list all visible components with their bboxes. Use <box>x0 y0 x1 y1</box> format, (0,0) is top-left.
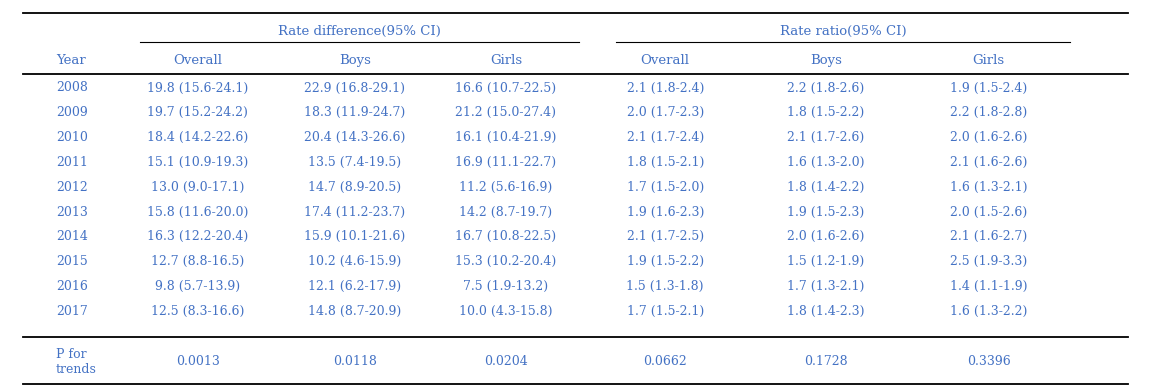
Text: 14.8 (8.7-20.9): 14.8 (8.7-20.9) <box>308 305 401 318</box>
Text: 12.7 (8.8-16.5): 12.7 (8.8-16.5) <box>151 255 244 268</box>
Text: 12.1 (6.2-17.9): 12.1 (6.2-17.9) <box>308 280 401 293</box>
Text: 1.6 (1.3-2.0): 1.6 (1.3-2.0) <box>787 156 864 169</box>
Text: 2010: 2010 <box>56 131 87 144</box>
Text: 2.1 (1.7-2.4): 2.1 (1.7-2.4) <box>627 131 704 144</box>
Text: 0.0013: 0.0013 <box>176 355 220 368</box>
Text: 15.1 (10.9-19.3): 15.1 (10.9-19.3) <box>147 156 249 169</box>
Text: 2014: 2014 <box>56 230 87 244</box>
Text: 19.8 (15.6-24.1): 19.8 (15.6-24.1) <box>147 81 249 95</box>
Text: 2012: 2012 <box>56 181 87 194</box>
Text: 2.1 (1.8-2.4): 2.1 (1.8-2.4) <box>627 81 704 95</box>
Text: 2.1 (1.7-2.6): 2.1 (1.7-2.6) <box>787 131 864 144</box>
Text: 0.0204: 0.0204 <box>484 355 528 368</box>
Text: 1.8 (1.5-2.1): 1.8 (1.5-2.1) <box>627 156 704 169</box>
Text: 2.0 (1.6-2.6): 2.0 (1.6-2.6) <box>950 131 1027 144</box>
Text: 17.4 (11.2-23.7): 17.4 (11.2-23.7) <box>305 206 405 219</box>
Text: 10.2 (4.6-15.9): 10.2 (4.6-15.9) <box>308 255 401 268</box>
Text: 2016: 2016 <box>56 280 87 293</box>
Text: 11.2 (5.6-16.9): 11.2 (5.6-16.9) <box>459 181 552 194</box>
Text: 0.1728: 0.1728 <box>804 355 848 368</box>
Text: Overall: Overall <box>641 54 690 67</box>
Text: 1.8 (1.5-2.2): 1.8 (1.5-2.2) <box>787 106 864 119</box>
Text: 13.5 (7.4-19.5): 13.5 (7.4-19.5) <box>308 156 401 169</box>
Text: 14.2 (8.7-19.7): 14.2 (8.7-19.7) <box>459 206 552 219</box>
Text: 0.0662: 0.0662 <box>643 355 687 368</box>
Text: 20.4 (14.3-26.6): 20.4 (14.3-26.6) <box>304 131 406 144</box>
Text: 15.3 (10.2-20.4): 15.3 (10.2-20.4) <box>455 255 557 268</box>
Text: Rate difference(95% CI): Rate difference(95% CI) <box>278 25 441 38</box>
Text: 16.3 (12.2-20.4): 16.3 (12.2-20.4) <box>147 230 249 244</box>
Text: 2.1 (1.6-2.7): 2.1 (1.6-2.7) <box>950 230 1027 244</box>
Text: 2.1 (1.7-2.5): 2.1 (1.7-2.5) <box>627 230 704 244</box>
Text: 1.5 (1.2-1.9): 1.5 (1.2-1.9) <box>787 255 864 268</box>
Text: 2.0 (1.7-2.3): 2.0 (1.7-2.3) <box>627 106 704 119</box>
Text: 2.5 (1.9-3.3): 2.5 (1.9-3.3) <box>950 255 1027 268</box>
Text: 1.8 (1.4-2.3): 1.8 (1.4-2.3) <box>787 305 864 318</box>
Text: 18.4 (14.2-22.6): 18.4 (14.2-22.6) <box>147 131 249 144</box>
Text: Girls: Girls <box>490 54 522 67</box>
Text: 1.5 (1.3-1.8): 1.5 (1.3-1.8) <box>627 280 704 293</box>
Text: 0.0118: 0.0118 <box>333 355 377 368</box>
Text: 2.2 (1.8-2.8): 2.2 (1.8-2.8) <box>950 106 1027 119</box>
Text: 1.9 (1.6-2.3): 1.9 (1.6-2.3) <box>627 206 704 219</box>
Text: 2015: 2015 <box>56 255 87 268</box>
Text: 2.0 (1.5-2.6): 2.0 (1.5-2.6) <box>950 206 1027 219</box>
Text: Girls: Girls <box>972 54 1005 67</box>
Text: 2.1 (1.6-2.6): 2.1 (1.6-2.6) <box>950 156 1027 169</box>
Text: 1.4 (1.1-1.9): 1.4 (1.1-1.9) <box>950 280 1027 293</box>
Text: Year: Year <box>56 54 86 67</box>
Text: 15.9 (10.1-21.6): 15.9 (10.1-21.6) <box>304 230 406 244</box>
Text: Overall: Overall <box>173 54 222 67</box>
Text: 16.1 (10.4-21.9): 16.1 (10.4-21.9) <box>455 131 557 144</box>
Text: 2009: 2009 <box>56 106 87 119</box>
Text: 2011: 2011 <box>56 156 87 169</box>
Text: 1.9 (1.5-2.4): 1.9 (1.5-2.4) <box>950 81 1027 95</box>
Text: 1.6 (1.3-2.2): 1.6 (1.3-2.2) <box>950 305 1027 318</box>
Text: 19.7 (15.2-24.2): 19.7 (15.2-24.2) <box>148 106 248 119</box>
Text: 7.5 (1.9-13.2): 7.5 (1.9-13.2) <box>463 280 549 293</box>
Text: 2013: 2013 <box>56 206 87 219</box>
Text: 16.9 (11.1-22.7): 16.9 (11.1-22.7) <box>456 156 556 169</box>
Text: 2.2 (1.8-2.6): 2.2 (1.8-2.6) <box>787 81 864 95</box>
Text: Boys: Boys <box>809 54 842 67</box>
Text: 1.7 (1.5-2.1): 1.7 (1.5-2.1) <box>627 305 704 318</box>
Text: 10.0 (4.3-15.8): 10.0 (4.3-15.8) <box>459 305 552 318</box>
Text: 0.3396: 0.3396 <box>966 355 1011 368</box>
Text: 9.8 (5.7-13.9): 9.8 (5.7-13.9) <box>155 280 241 293</box>
Text: 13.0 (9.0-17.1): 13.0 (9.0-17.1) <box>151 181 244 194</box>
Text: Rate ratio(95% CI): Rate ratio(95% CI) <box>780 25 906 38</box>
Text: 16.7 (10.8-22.5): 16.7 (10.8-22.5) <box>456 230 556 244</box>
Text: 1.6 (1.3-2.1): 1.6 (1.3-2.1) <box>950 181 1027 194</box>
Text: 1.9 (1.5-2.3): 1.9 (1.5-2.3) <box>787 206 864 219</box>
Text: Boys: Boys <box>338 54 371 67</box>
Text: 15.8 (11.6-20.0): 15.8 (11.6-20.0) <box>147 206 249 219</box>
Text: 14.7 (8.9-20.5): 14.7 (8.9-20.5) <box>308 181 401 194</box>
Text: 12.5 (8.3-16.6): 12.5 (8.3-16.6) <box>151 305 244 318</box>
Text: 1.8 (1.4-2.2): 1.8 (1.4-2.2) <box>787 181 864 194</box>
Text: 1.9 (1.5-2.2): 1.9 (1.5-2.2) <box>627 255 704 268</box>
Text: 22.9 (16.8-29.1): 22.9 (16.8-29.1) <box>305 81 405 95</box>
Text: 16.6 (10.7-22.5): 16.6 (10.7-22.5) <box>456 81 556 95</box>
Text: 2017: 2017 <box>56 305 87 318</box>
Text: 21.2 (15.0-27.4): 21.2 (15.0-27.4) <box>456 106 556 119</box>
Text: 1.7 (1.5-2.0): 1.7 (1.5-2.0) <box>627 181 704 194</box>
Text: 2008: 2008 <box>56 81 87 95</box>
Text: P for
trends: P for trends <box>56 348 97 376</box>
Text: 1.7 (1.3-2.1): 1.7 (1.3-2.1) <box>787 280 864 293</box>
Text: 2.0 (1.6-2.6): 2.0 (1.6-2.6) <box>787 230 864 244</box>
Text: 18.3 (11.9-24.7): 18.3 (11.9-24.7) <box>304 106 406 119</box>
